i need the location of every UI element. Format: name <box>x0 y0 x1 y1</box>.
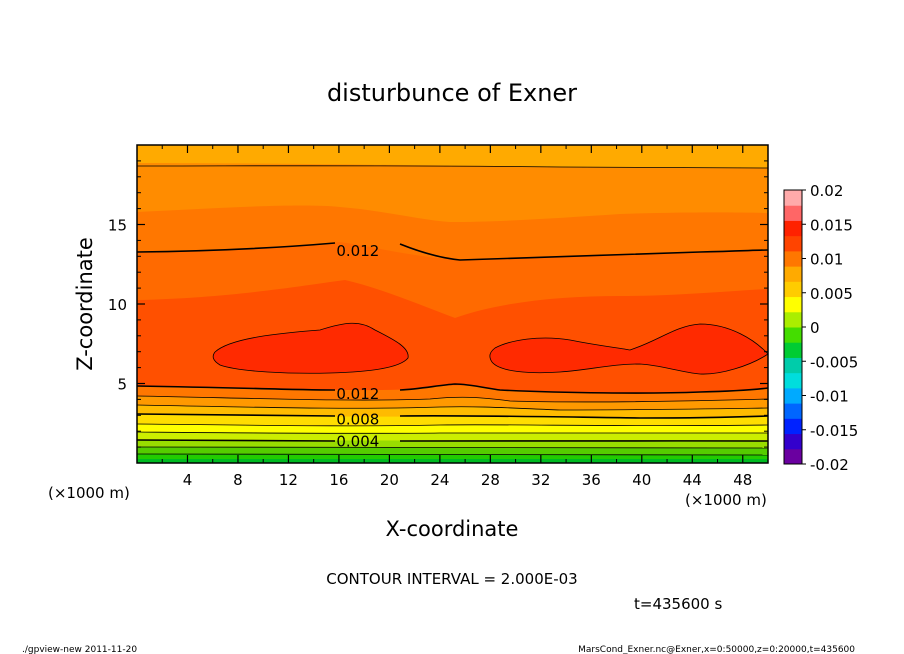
colorbar-swatch <box>784 403 802 419</box>
colorbar-swatch <box>784 448 802 465</box>
footer-left: ./gpview-new 2011-11-20 <box>22 645 137 654</box>
colorbar-swatch <box>784 327 802 343</box>
x-tick-label: 40 <box>632 471 651 489</box>
contour-interval: CONTOUR INTERVAL = 2.000E-03 <box>326 570 577 588</box>
colorbar-label: -0.015 <box>810 422 858 440</box>
contour-line <box>136 165 769 169</box>
x-tick-label: 12 <box>279 471 298 489</box>
colorbar-swatch <box>784 311 802 328</box>
x-axis-label: X-coordinate <box>386 517 519 541</box>
contour-lines <box>136 165 769 456</box>
x-tick-label: 8 <box>233 471 243 489</box>
contour-line <box>136 439 769 442</box>
contour-label: 0.012 <box>336 242 379 260</box>
colorbar-swatch <box>784 220 802 237</box>
colorbar-label: -0.005 <box>810 353 858 371</box>
contour-line <box>136 413 769 419</box>
contour-label: 0.008 <box>336 410 379 428</box>
colorbar-swatch <box>784 250 802 267</box>
x-tick-label: 44 <box>683 471 702 489</box>
colorbar-swatch <box>784 190 802 206</box>
colorbar-swatch <box>784 266 802 282</box>
colorbar-label: 0.015 <box>810 216 853 234</box>
contour-line <box>136 404 769 411</box>
x-tick-label: 48 <box>733 471 752 489</box>
footer-right: MarsCond_Exner.nc@Exner,x=0:50000,z=0:20… <box>578 645 855 654</box>
contour-line <box>136 383 769 394</box>
colorbar-label: 0.005 <box>810 285 853 303</box>
contour-label: 0.004 <box>336 433 379 451</box>
contour-line <box>136 446 769 449</box>
colorbar-label: 0.01 <box>810 251 843 269</box>
colorbar-swatch <box>784 235 802 252</box>
colorbar-swatch <box>784 342 802 358</box>
x-tick-label: 24 <box>430 471 449 489</box>
colorbar <box>783 189 803 465</box>
colorbar-label: 0.02 <box>810 182 843 200</box>
x-tick-label: 36 <box>582 471 601 489</box>
colorbar-swatch <box>784 205 802 221</box>
x-tick-label: 4 <box>183 471 193 489</box>
maximum-region-right <box>489 323 769 375</box>
contour-labels: 0.012 0.012 0.008 0.004 <box>336 242 379 451</box>
contour-line <box>136 453 769 456</box>
contour-label: 0.012 <box>336 385 379 403</box>
colorbar-swatch <box>784 387 802 404</box>
x-tick-label: 28 <box>481 471 500 489</box>
colorbar-label: 0 <box>810 319 820 337</box>
contour-line <box>136 431 769 434</box>
y-tick-label: 10 <box>108 296 127 314</box>
contour-line <box>136 423 769 427</box>
colorbar-swatch <box>784 281 802 298</box>
x-tick-label: 16 <box>329 471 348 489</box>
colorbar-label: -0.02 <box>810 456 849 474</box>
x-axis: 4 8 12 16 20 24 28 32 36 40 44 48 <box>161 145 752 489</box>
colorbar-labels: 0.02 0.015 0.01 0.005 0 -0.005 -0.01 -0.015 -0.0… <box>802 182 858 474</box>
colorbar-swatch <box>784 433 802 450</box>
x-tick-label: 20 <box>380 471 399 489</box>
band-low-0.003 <box>137 459 768 463</box>
y-axis: 5 10 15 <box>108 160 768 448</box>
colorbar-swatch <box>784 418 802 435</box>
contour-line <box>136 395 769 403</box>
x-unit-right: (×1000 m) <box>685 491 767 509</box>
colorbar-swatch <box>784 357 802 374</box>
plot-area <box>137 145 769 464</box>
y-axis-label: Z-coordinate <box>73 237 97 371</box>
time-label: t=435600 s <box>634 595 722 613</box>
y-tick-label: 5 <box>117 376 127 394</box>
colorbar-swatch <box>784 296 802 313</box>
colorbar-label: -0.01 <box>810 388 849 406</box>
chart-title: disturbunce of Exner <box>327 79 577 107</box>
x-tick-label: 32 <box>531 471 550 489</box>
contour-line <box>136 242 769 261</box>
maximum-region-left <box>212 322 409 374</box>
x-unit-left: (×1000 m) <box>48 484 130 502</box>
colorbar-swatch <box>784 372 802 389</box>
y-tick-label: 15 <box>108 217 127 235</box>
